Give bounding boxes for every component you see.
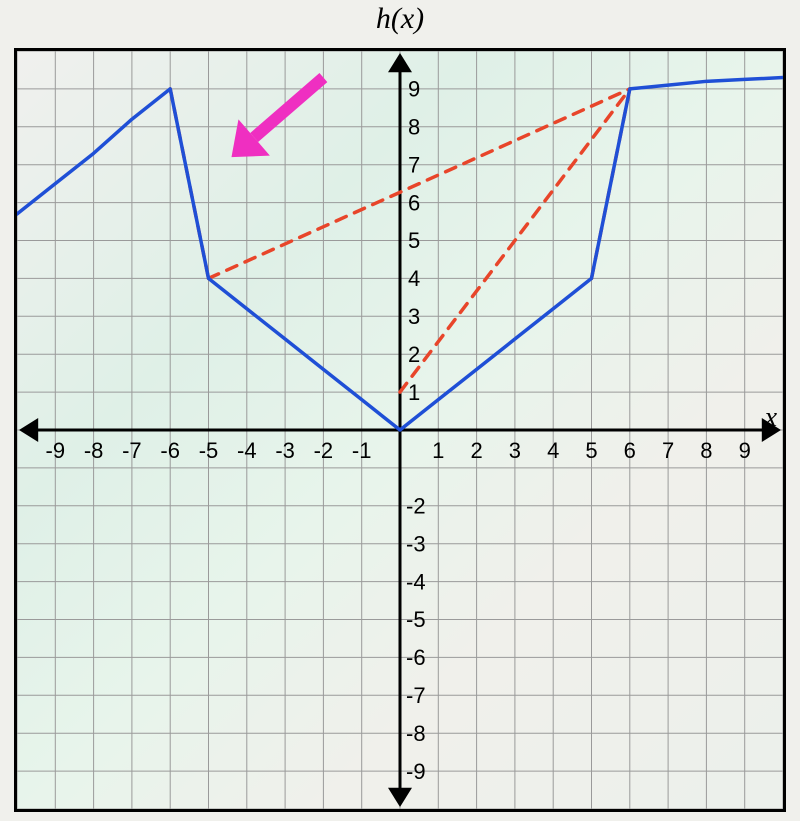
chart-container: h(x) -9 -8 -7 -6 -5 -4 -3 -2 -1 1 2 3 4 5 6 7 8 9 1 2 3 4 5 6 7 8… (0, 0, 800, 821)
x-tick-label: -1 (352, 438, 372, 463)
x-tick-label: -6 (160, 438, 180, 463)
x-tick-label: 8 (700, 438, 712, 463)
y-tick-label: 2 (408, 342, 420, 367)
chart-title: h(x) (0, 2, 800, 36)
y-tick-label: -6 (406, 645, 426, 670)
y-tick-label: -7 (406, 683, 426, 708)
x-tick-label: -3 (275, 438, 295, 463)
y-tick-label: -3 (406, 531, 426, 556)
x-axis-label: x (765, 402, 777, 434)
x-tick-label: 4 (547, 438, 559, 463)
y-tick-label: 4 (408, 266, 420, 291)
y-tick-label: 3 (408, 304, 420, 329)
axis-arrowhead (388, 53, 412, 72)
y-tick-label: -2 (406, 494, 426, 519)
y-tick-label: -4 (406, 569, 426, 594)
y-tick-label: 1 (408, 380, 420, 405)
x-tick-label: 2 (470, 438, 482, 463)
x-tick-label: 3 (509, 438, 521, 463)
y-tick-label: -8 (406, 721, 426, 746)
axis-arrowhead (388, 788, 412, 807)
y-tick-label: 9 (408, 77, 420, 102)
x-tick-label: -2 (314, 438, 334, 463)
plot-svg: -9 -8 -7 -6 -5 -4 -3 -2 -1 1 2 3 4 5 6 7 8 9 1 2 3 4 5 6 7 8 9 -2 -3… (17, 51, 783, 809)
x-tick-label: -7 (122, 438, 142, 463)
y-tick-label: -5 (406, 607, 426, 632)
x-tick-label: 9 (739, 438, 751, 463)
y-tick-label: -9 (406, 759, 426, 784)
x-tick-label: -4 (237, 438, 257, 463)
x-tick-label: -8 (84, 438, 104, 463)
x-tick-label: 5 (585, 438, 597, 463)
y-tick-label: 8 (408, 115, 420, 140)
plot-frame: -9 -8 -7 -6 -5 -4 -3 -2 -1 1 2 3 4 5 6 7 8 9 1 2 3 4 5 6 7 8 9 -2 -3… (14, 48, 786, 812)
x-tick-label: -9 (46, 438, 66, 463)
annotation-arrow-shaft (254, 78, 323, 138)
axis-arrowhead (19, 418, 38, 442)
x-tick-label: 1 (432, 438, 444, 463)
y-tick-label: 7 (408, 152, 420, 177)
y-tick-label: 5 (408, 228, 420, 253)
x-tick-label: 6 (624, 438, 636, 463)
x-tick-label: 7 (662, 438, 674, 463)
y-tick-label: 6 (408, 190, 420, 215)
x-tick-label: -5 (199, 438, 219, 463)
